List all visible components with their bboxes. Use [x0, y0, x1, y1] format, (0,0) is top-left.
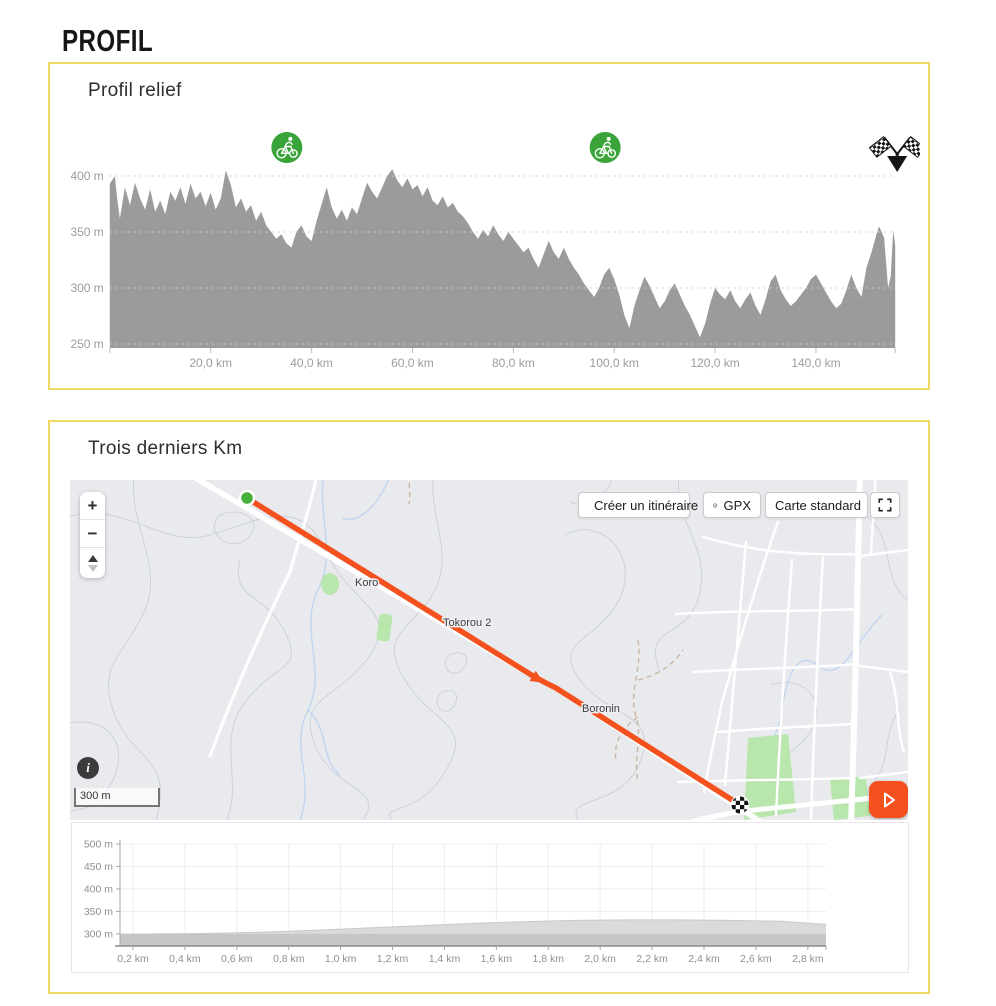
x-tick-label: 140,0 km: [791, 356, 840, 370]
x-tick-label: 60,0 km: [391, 356, 434, 370]
route-finish-marker: [730, 795, 750, 815]
elevation-profile-chart: 250 m 300 m 350 m 400 m 20,0 km 40,0 km 60,0 k…: [70, 131, 920, 370]
fullscreen-button[interactable]: [870, 492, 900, 518]
mini-x-tick-label: 2,4 km: [688, 953, 720, 965]
sprint-marker-icon: [270, 131, 304, 164]
mini-x-tick-label: 2,0 km: [584, 953, 616, 965]
y-tick-label: 400 m: [70, 169, 103, 183]
tilt-down-icon: [87, 564, 98, 572]
info-icon: i: [86, 760, 90, 775]
map-style-select[interactable]: Carte standard: [765, 492, 868, 518]
divider: [80, 547, 105, 548]
mini-y-tick-label: 450 m: [84, 861, 113, 873]
map-scale-label: 300 m: [80, 790, 111, 802]
map[interactable]: Koro Tokorou 2 Boronin + − Créer un itinér…: [70, 480, 908, 820]
mini-x-tick-label: 2,8 km: [792, 953, 824, 965]
create-route-button[interactable]: Créer un itinéraire: [578, 492, 698, 518]
play-icon: [884, 792, 895, 807]
x-axis: 20,0 km 40,0 km 60,0 km 80,0 km 100,0 km 120,…: [109, 348, 896, 370]
mini-axes: 300 m 350 m 400 m 450 m 500 m 0,2 km 0,4 km 0,6…: [84, 839, 827, 965]
page-title: PROFIL: [62, 22, 154, 58]
map-place-label: Koro: [355, 577, 378, 589]
zoom-in-button[interactable]: +: [87, 495, 98, 515]
last-3km-elevation-chart: 300 m 350 m 400 m 450 m 500 m 0,2 km 0,4 km 0,6…: [84, 839, 827, 965]
finish-flags-icon: [868, 135, 920, 173]
map-place-labels: Koro Tokorou 2 Boronin: [354, 576, 622, 717]
map-zoom-control: + −: [80, 492, 105, 578]
download-icon: [713, 502, 718, 508]
map-place-label: Tokorou 2: [443, 617, 491, 629]
mini-x-tick-label: 0,4 km: [169, 953, 201, 965]
mini-y-tick-label: 350 m: [84, 906, 113, 918]
x-tick-label: 40,0 km: [290, 356, 333, 370]
mini-x-tick-label: 2,2 km: [636, 953, 668, 965]
last-3km-elevation-panel: 300 m 350 m 400 m 450 m 500 m 0,2 km 0,4 km 0,6…: [71, 822, 909, 973]
contour-lines: [70, 480, 908, 820]
map-style-label: Carte standard: [775, 497, 861, 513]
mini-y-tick-label: 300 m: [84, 928, 113, 940]
flyover-play-button[interactable]: [869, 781, 908, 818]
y-tick-label: 250 m: [70, 337, 103, 351]
mini-x-tick-label: 1,8 km: [533, 953, 565, 965]
map-place-label: Boronin: [582, 703, 620, 715]
mini-x-tick-label: 1,2 km: [377, 953, 409, 965]
map-attribution-button[interactable]: i: [77, 757, 99, 779]
route-start-marker: [238, 489, 256, 507]
y-axis: 250 m 300 m 350 m 400 m: [70, 169, 896, 351]
route-direction-arrow: [529, 670, 544, 683]
sprint-marker-icon: [588, 131, 622, 164]
tilt-control[interactable]: [80, 548, 105, 578]
x-tick-label: 80,0 km: [492, 356, 535, 370]
mini-x-tick-label: 0,2 km: [117, 953, 149, 965]
mini-x-tick-label: 1,0 km: [325, 953, 357, 965]
x-tick-label: 120,0 km: [690, 356, 739, 370]
create-route-label: Créer un itinéraire: [594, 497, 699, 513]
profile-card-title: Profil relief: [88, 80, 182, 101]
parks: [321, 573, 870, 820]
gpx-download-button[interactable]: GPX: [703, 492, 761, 518]
gpx-label: GPX: [723, 497, 751, 513]
mini-x-tick-label: 1,6 km: [481, 953, 513, 965]
mini-area-base-band: [120, 933, 826, 946]
divider: [80, 519, 105, 520]
route: [238, 489, 750, 815]
mini-y-tick-label: 400 m: [84, 883, 113, 895]
mini-x-tick-label: 2,6 km: [740, 953, 772, 965]
x-tick-label: 100,0 km: [590, 356, 639, 370]
mini-y-tick-label: 500 m: [84, 839, 113, 851]
map-scale-bar: 300 m: [74, 788, 160, 807]
fullscreen-icon: [878, 498, 892, 512]
y-tick-label: 300 m: [70, 281, 103, 295]
dirt-tracks: [408, 480, 684, 783]
y-tick-label: 350 m: [70, 225, 103, 239]
x-tick-label: 20,0 km: [189, 356, 232, 370]
mini-x-tick-label: 0,6 km: [221, 953, 253, 965]
tilt-up-icon: [87, 554, 98, 562]
mini-x-tick-label: 0,8 km: [273, 953, 305, 965]
map-canvas: Koro Tokorou 2 Boronin: [70, 480, 908, 820]
elevation-area: [109, 169, 896, 348]
zoom-out-button[interactable]: −: [87, 523, 98, 543]
map-card-title: Trois derniers Km: [88, 438, 243, 459]
mini-x-tick-label: 1,4 km: [429, 953, 461, 965]
